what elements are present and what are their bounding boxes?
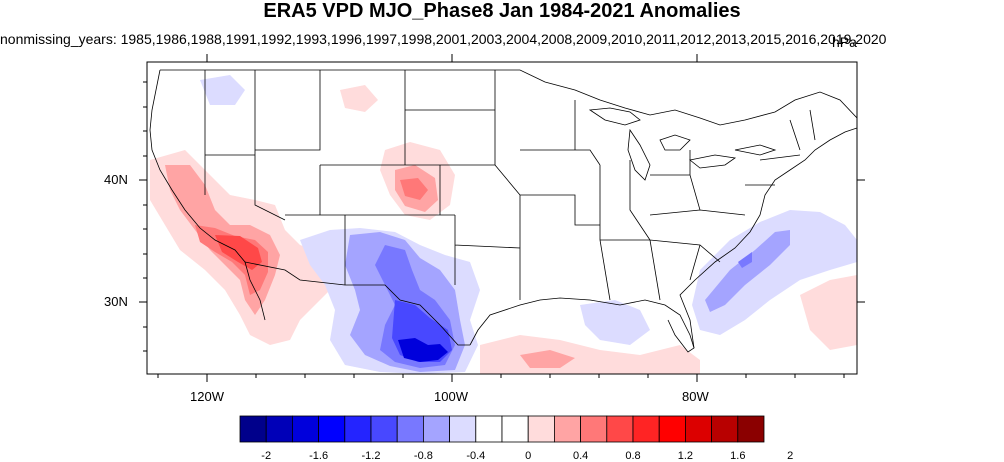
map-frame [146,61,858,375]
colorbar-swatch [606,415,634,443]
colorbar-swatch [658,415,686,443]
colorbar-label: 0.4 [572,450,589,462]
colorbar [239,415,765,443]
anomaly-red-light-gulf [480,335,700,374]
anomaly-blue-light-atlantic [692,210,857,335]
lat-ticks [139,81,865,352]
colorbar-label: 0.8 [625,450,641,462]
border-mexico [244,261,470,346]
units-label: hPa [832,34,857,50]
lat-label-30n: 30N [104,294,128,309]
colorbar-swatch [318,415,346,443]
anomaly-red-light-north [340,85,378,112]
anomaly-red-deep-socal [215,235,262,270]
colorbar-swatch [422,415,450,443]
colorbar-swatch [370,415,398,443]
coast-gulf [469,297,695,353]
colorbar-label: 2 [787,450,794,462]
colorbar-label: -1.2 [361,450,381,462]
colorbar-label: -0.8 [413,450,433,462]
colorbar-swatch [527,415,555,443]
anomaly-red-strong-colorado [400,178,428,200]
colorbar-swatch [396,415,424,443]
colorbar-swatch [554,415,582,443]
anomaly-blue-darkest-mexico [398,338,448,362]
colorbar-swatch [632,415,660,443]
colorbar-label: -0.4 [466,450,486,462]
colorbar-swatch [265,415,293,443]
colorbar-label: 0 [525,450,532,462]
colorbar-label: -1.6 [309,450,329,462]
anomaly-blue-mid-atlantic [705,230,790,312]
coast-pacific [149,69,266,321]
colorbar-swatch [711,415,739,443]
anomaly-red-light-atlantic [800,275,857,350]
colorbar-swatch [449,415,477,443]
colorbar-label: 1.2 [677,450,694,462]
anomaly-layer [150,75,857,374]
anomaly-blue-light-gulf [580,300,650,345]
coast-atlantic [679,127,857,349]
great-lakes [588,107,777,181]
state-lines [204,70,816,301]
colorbar-swatch [239,415,267,443]
colorbar-swatch [737,415,765,443]
colorbar-swatch [344,415,372,443]
map-outlines [149,69,857,353]
anomaly-blue-strong-atlantic [738,252,752,268]
lon-label-120w: 120W [190,389,224,404]
colorbar-swatch [580,415,608,443]
map-title: ERA5 VPD MJO_Phase8 Jan 1984-2021 Anomal… [263,0,741,22]
colorbar-swatch [501,415,529,443]
colorbar-label: 1.6 [730,450,746,462]
anomaly-blue-light-north [200,75,245,105]
lon-label-100w: 100W [434,389,468,404]
border-canada-us [160,69,857,126]
map-subtitle: nonmissing_years: 1985,1986,1988,1991,19… [0,31,887,47]
colorbar-swatch [685,415,713,443]
lon-label-80w: 80W [682,389,709,404]
colorbar-swatch [291,415,319,443]
colorbar-label: -2 [261,450,272,462]
lon-ticks [157,54,845,382]
lat-label-40n: 40N [104,172,128,187]
colorbar-swatch [475,415,503,443]
anomaly-red-mid-gulf [520,350,575,368]
